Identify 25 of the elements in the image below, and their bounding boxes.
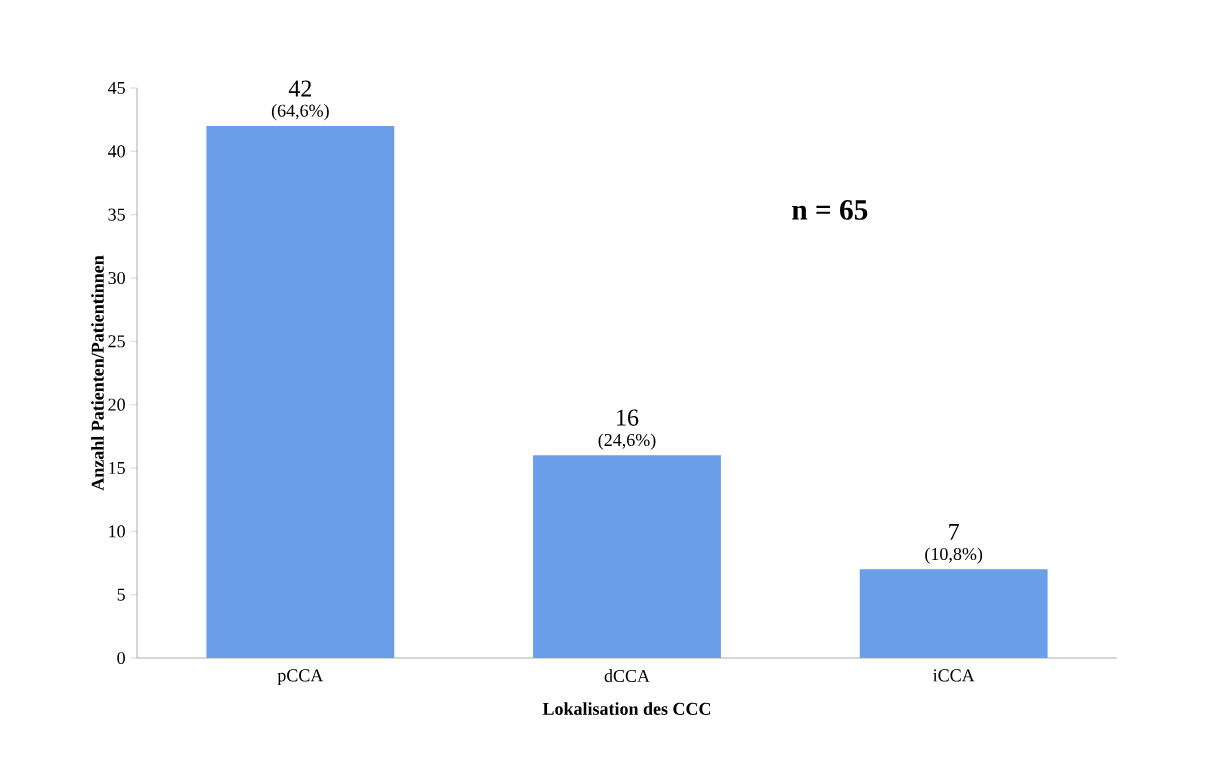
annotation: (24,6%) [598,433,656,450]
x-tick-label: dCCA [604,669,650,683]
data-label: 16 [617,409,639,426]
x-tick-label: pCCA [277,669,324,686]
y-tick-label: 5 [117,588,125,601]
y-tick-label: 20 [108,398,125,411]
x-tick-label: iCCA [933,669,975,682]
y-tick-label: 35 [108,208,125,221]
annotation: (64,6%) [271,104,329,121]
y-tick-label: 30 [108,271,125,285]
x-axis-title: Lokalisation des CCC [542,702,711,715]
data-label: 42 [288,80,312,97]
data-label: 7 [949,523,959,540]
y-tick-label: 15 [109,461,125,475]
bar [533,455,721,658]
annotation: n = 65 [792,200,868,220]
y-axis-title: Anzahl Patienten/Patientinnen [91,255,104,491]
y-tick-label: 40 [107,145,125,158]
y-tick-label: 45 [107,81,125,94]
y-tick-label: 10 [109,525,125,538]
y-tick-label: 25 [108,335,125,348]
bar [859,569,1048,658]
y-tick-label: 0 [117,651,125,665]
bar [206,125,395,658]
annotation: (10,8%) [925,547,983,564]
